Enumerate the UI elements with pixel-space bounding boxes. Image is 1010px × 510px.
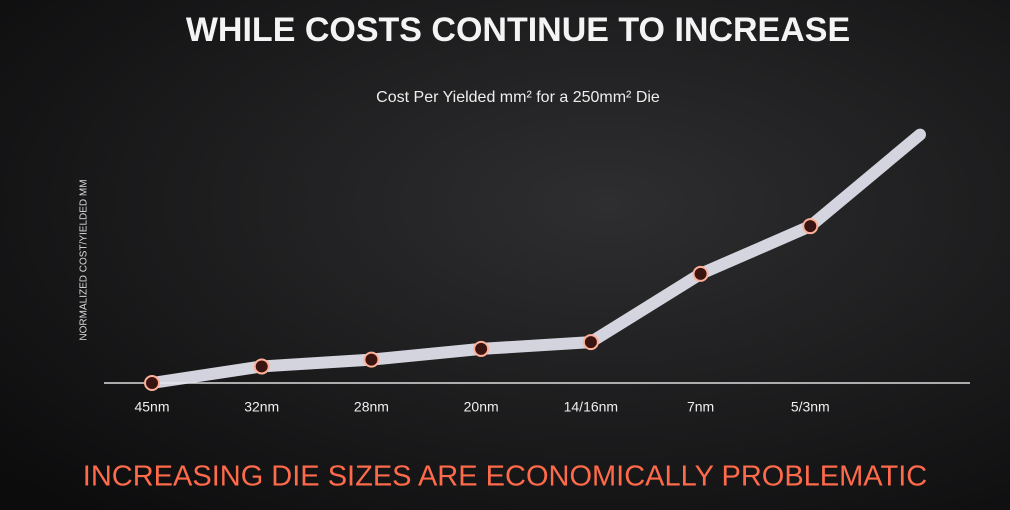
marker — [802, 218, 819, 235]
x-tick-label: 45nm — [134, 399, 169, 415]
chart-subtitle: Cost Per Yielded mm² for a 250mm² Die — [376, 89, 660, 106]
marker — [692, 265, 709, 282]
x-tick-label: 7nm — [687, 399, 714, 415]
footer-text: INCREASING DIE SIZES ARE ECONOMICALLY PR… — [83, 461, 927, 493]
marker — [582, 334, 599, 351]
line — [146, 128, 926, 389]
x-tick-label: 14/16nm — [564, 399, 618, 415]
x-tick-label: 28nm — [354, 399, 389, 415]
x-tick-label: 5/3nm — [791, 399, 830, 415]
x-tick-label: 32nm — [244, 399, 279, 415]
chart-title: WHILE COSTS CONTINUE TO INCREASE — [186, 11, 850, 49]
marker — [473, 340, 490, 357]
marker — [363, 351, 380, 368]
marker — [253, 358, 270, 375]
y-axis-label: NORMALIZED COST/YIELDED MM — [79, 179, 90, 340]
marker — [144, 375, 160, 391]
x-tick-label: 20nm — [464, 399, 499, 415]
